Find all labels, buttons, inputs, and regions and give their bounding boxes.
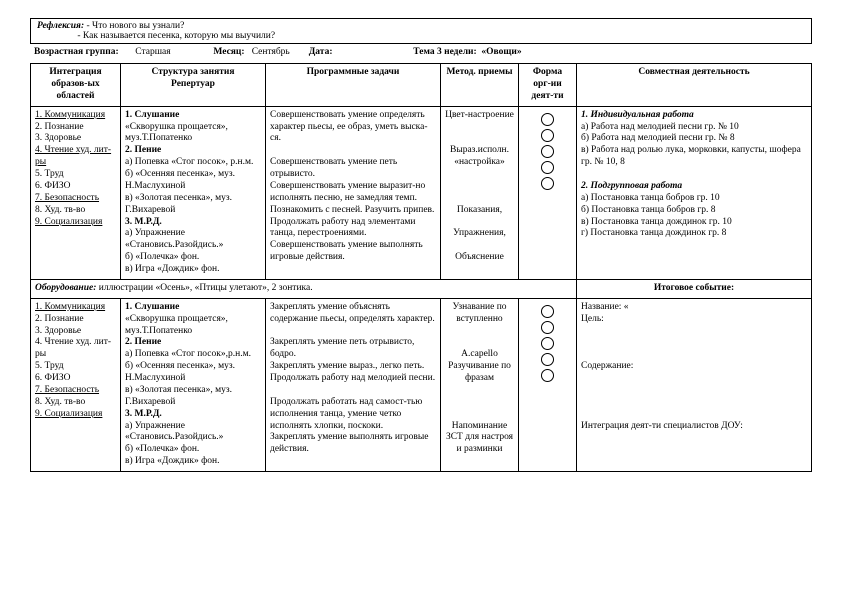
hdr-tasks: Программные задачи xyxy=(266,64,441,107)
group-value: Старшая xyxy=(135,47,170,57)
repertoire-cell-1: 1. Слушание«Скворушка прощается», муз.Т.… xyxy=(121,106,266,279)
content-row-2: 1. Коммуникация 2. Познание 3. Здоровье4. … xyxy=(31,298,812,471)
together-cell-2: Название: « Цель: Содержание: Интеграция… xyxy=(577,298,812,471)
hdr-areas: Интеграция образов-ых областей xyxy=(31,64,121,107)
area-item: 9. Социализация xyxy=(35,409,102,419)
area-item: 1. Коммуникация xyxy=(35,302,105,312)
area-item: 2. Познание xyxy=(35,314,84,324)
hdr-together: Совместная деятельность xyxy=(577,64,812,107)
info-line: Возрастная группа: Старшая Месяц: Сентяб… xyxy=(34,47,812,57)
equipment-cell: Оборудование: иллюстрации «Осень», «Птиц… xyxy=(31,279,577,298)
area-item: 3. Здоровье xyxy=(35,133,81,143)
theme-value: «Овощи» xyxy=(481,47,521,57)
group-work-hdr: 2. Подгрупповая работа xyxy=(581,181,682,191)
circle-icon xyxy=(541,369,554,382)
final-event-cell: Итоговое событие: xyxy=(577,279,812,298)
area-item: 3. Здоровье xyxy=(35,326,81,336)
reflection-q1: - Что нового вы узнали? xyxy=(86,21,184,31)
date-label: Дата: xyxy=(309,47,333,57)
area-item: 7. Безопасность xyxy=(35,193,99,203)
theme-label: Тема 3 недели: xyxy=(413,47,476,57)
month-value: Сентябрь xyxy=(252,47,290,57)
area-item: 8. Худ. тв-во xyxy=(35,397,85,407)
area-item: 5. Труд xyxy=(35,361,64,371)
group-label: Возрастная группа: xyxy=(34,47,119,57)
methods-cell-2: Узнавание по вступленно A.capello Разучи… xyxy=(441,298,519,471)
form-cell-1 xyxy=(519,106,577,279)
final-event-label: Итоговое событие: xyxy=(654,283,734,293)
area-item: 1. Коммуникация xyxy=(35,110,105,120)
lesson-table: Интеграция образов-ых областей Структура… xyxy=(30,63,812,472)
area-item: 6. ФИЗО xyxy=(35,373,71,383)
header-row: Интеграция образов-ых областей Структура… xyxy=(31,64,812,107)
equipment-row: Оборудование: иллюстрации «Осень», «Птиц… xyxy=(31,279,812,298)
areas-cell-2: 1. Коммуникация 2. Познание 3. Здоровье4. … xyxy=(31,298,121,471)
circle-icon xyxy=(541,177,554,190)
reflection-q2: - Как называется песенка, которую мы выу… xyxy=(77,31,275,41)
equipment-value: иллюстрации «Осень», «Птицы улетают», 2 … xyxy=(99,283,313,293)
circle-icon xyxy=(541,113,554,126)
circle-icon xyxy=(541,337,554,350)
area-item: 2. Познание xyxy=(35,122,84,132)
area-item: 8. Худ. тв-во xyxy=(35,205,85,215)
hdr-structure: Структура занятия Репертуар xyxy=(121,64,266,107)
area-item: 5. Труд xyxy=(35,169,64,179)
equipment-label: Оборудование: xyxy=(35,283,96,293)
circle-icon xyxy=(541,161,554,174)
month-label: Месяц: xyxy=(213,47,244,57)
area-item: 4. Чтение худ. лит-ры xyxy=(35,145,111,167)
circle-icon xyxy=(541,145,554,158)
circle-icon xyxy=(541,321,554,334)
areas-cell-1: 1. Коммуникация 2. Познание3. Здоровье 4. … xyxy=(31,106,121,279)
circle-icon xyxy=(541,129,554,142)
reflection-box: Рефлексия: - Что нового вы узнали? - Как… xyxy=(30,18,812,44)
area-item: 6. ФИЗО xyxy=(35,181,71,191)
form-cell-2 xyxy=(519,298,577,471)
circle-icon xyxy=(541,353,554,366)
area-item: 7. Безопасность xyxy=(35,385,99,395)
content-row-1: 1. Коммуникация 2. Познание3. Здоровье 4. … xyxy=(31,106,812,279)
circle-icon xyxy=(541,305,554,318)
area-item: 9. Социализация xyxy=(35,217,102,227)
together-cell-1: 1. Индивидуальная работа а) Работа над м… xyxy=(577,106,812,279)
individual-work-hdr: 1. Индивидуальная работа xyxy=(581,110,694,120)
repertoire-cell-2: 1. Слушание«Скворушка прощается», муз.Т.… xyxy=(121,298,266,471)
methods-cell-1: Цвет-настроение Выраз.исполн. «настройка… xyxy=(441,106,519,279)
reflection-label: Рефлексия: xyxy=(37,21,84,31)
hdr-form: Форма орг-ии деят-ти xyxy=(519,64,577,107)
hdr-methods: Метод. приемы xyxy=(441,64,519,107)
tasks-cell-1: Совершенствовать умение определять харак… xyxy=(266,106,441,279)
tasks-cell-2: Закреплять умение объяснять содержание п… xyxy=(266,298,441,471)
area-item: 4. Чтение худ. лит-ры xyxy=(35,337,111,359)
